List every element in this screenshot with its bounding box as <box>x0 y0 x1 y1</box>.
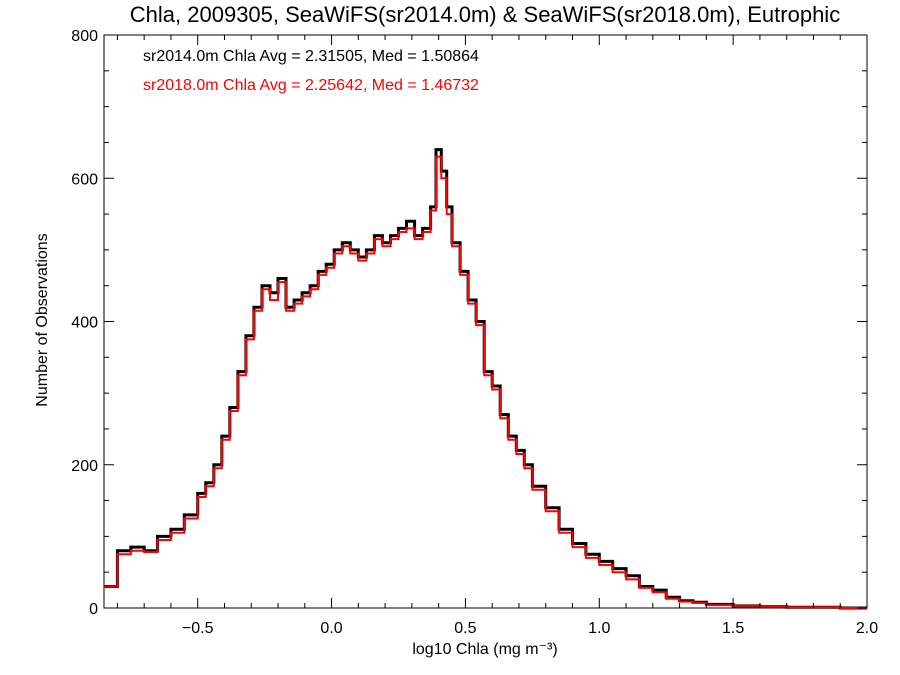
legend-annotation-series-1: sr2014.0m Chla Avg = 2.31505, Med = 1.50… <box>143 48 479 65</box>
x-tick-label: 1.5 <box>722 620 744 637</box>
chart-title: Chla, 2009305, SeaWiFS(sr2014.0m) & SeaW… <box>130 2 840 27</box>
x-tick-label: 1.0 <box>588 620 610 637</box>
x-tick-label: 0.0 <box>320 620 342 637</box>
series-line-sr2018.0m <box>104 155 867 609</box>
x-tick-label: 0.5 <box>454 620 476 637</box>
y-axis-label: Number of Observations <box>34 233 51 406</box>
y-tick-label: 0 <box>89 601 98 618</box>
x-axis-label: log10 Chla (mg m⁻³) <box>412 641 557 658</box>
y-tick-label: 800 <box>71 28 98 45</box>
plot-area: −0.5 0.0 0.5 1.0 1.5 2.0 0 200 400 600 800 <box>71 28 878 637</box>
x-tick-label: −0.5 <box>182 620 214 637</box>
y-tick-label: 600 <box>71 171 98 188</box>
x-tick-label: 2.0 <box>856 620 878 637</box>
y-tick-label: 200 <box>71 458 98 475</box>
tick-layer: −0.5 0.0 0.5 1.0 1.5 2.0 0 200 400 600 800 <box>71 28 878 637</box>
y-tick-label: 400 <box>71 315 98 332</box>
series-line-sr2014.0m <box>104 148 867 610</box>
series-layer <box>104 148 867 610</box>
legend-annotation-series-2: sr2018.0m Chla Avg = 2.25642, Med = 1.46… <box>143 77 479 94</box>
